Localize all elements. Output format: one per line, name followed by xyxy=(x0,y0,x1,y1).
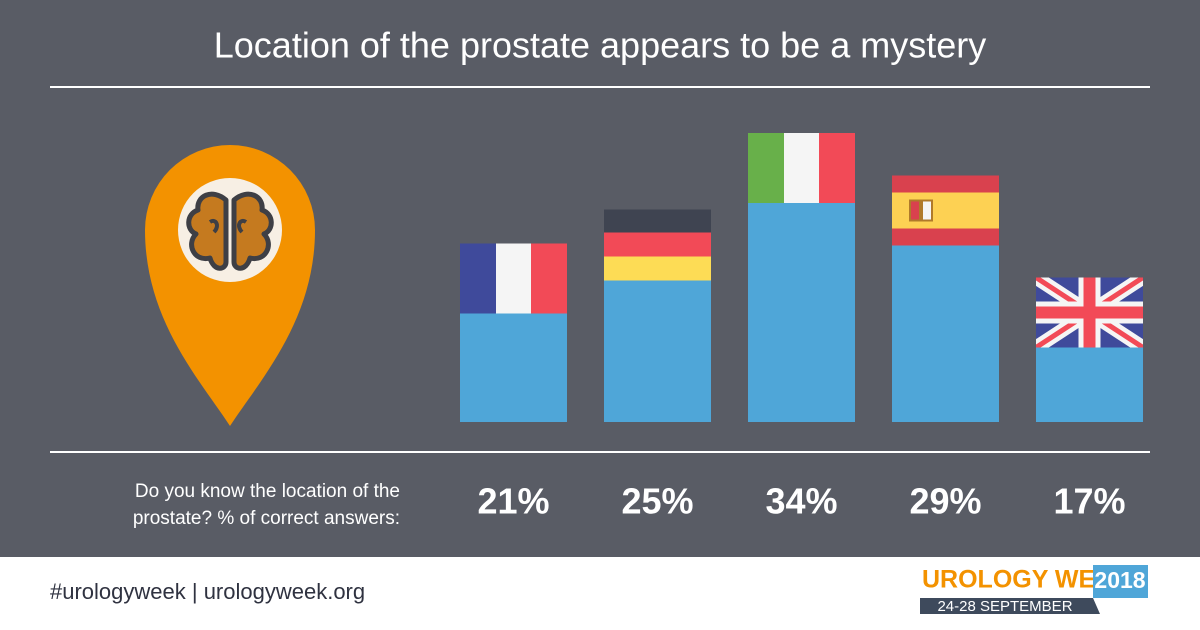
flag-stripe xyxy=(604,256,711,281)
flag-stripe xyxy=(496,243,532,314)
value-label: 21% xyxy=(477,481,549,522)
flag xyxy=(748,133,855,203)
value-label: 25% xyxy=(621,481,693,522)
flag xyxy=(1036,277,1143,348)
flag-stripe xyxy=(604,232,711,257)
flag-stripe xyxy=(748,133,784,203)
flag xyxy=(892,175,999,246)
flag xyxy=(460,243,567,314)
flag-stripe xyxy=(784,133,820,203)
logo-dates: 24-28 SEPTEMBER xyxy=(937,598,1072,615)
subtitle: prostate? % of correct answers: xyxy=(133,508,400,529)
flag-cross xyxy=(1036,277,1143,348)
logo-band xyxy=(920,598,1100,614)
flag-emblem xyxy=(921,199,933,222)
chart-title: Location of the prostate appears to be a… xyxy=(214,25,986,66)
value-label: 17% xyxy=(1053,481,1125,522)
flag xyxy=(604,209,711,281)
logo-year-box xyxy=(1093,565,1148,598)
flag-emblem xyxy=(909,199,921,222)
flag-stripe xyxy=(531,243,567,314)
location-pin-icon xyxy=(145,145,315,426)
flag-union xyxy=(1036,277,1143,348)
flag-stripe xyxy=(604,209,711,234)
footer-band xyxy=(0,557,1200,630)
logo: UROLOGY WEEK 2018 24-28 SEPTEMBER xyxy=(920,565,1148,615)
logo-year: 2018 xyxy=(1094,567,1145,593)
flag-stripe xyxy=(892,192,999,229)
footer-hashtag: #urologyweek | urologyweek.org xyxy=(50,579,365,604)
flag-stripe xyxy=(819,133,855,203)
value-label: 29% xyxy=(909,481,981,522)
value-label: 34% xyxy=(765,481,837,522)
flag-stripe xyxy=(460,243,496,314)
subtitle: Do you know the location of the xyxy=(135,481,400,502)
